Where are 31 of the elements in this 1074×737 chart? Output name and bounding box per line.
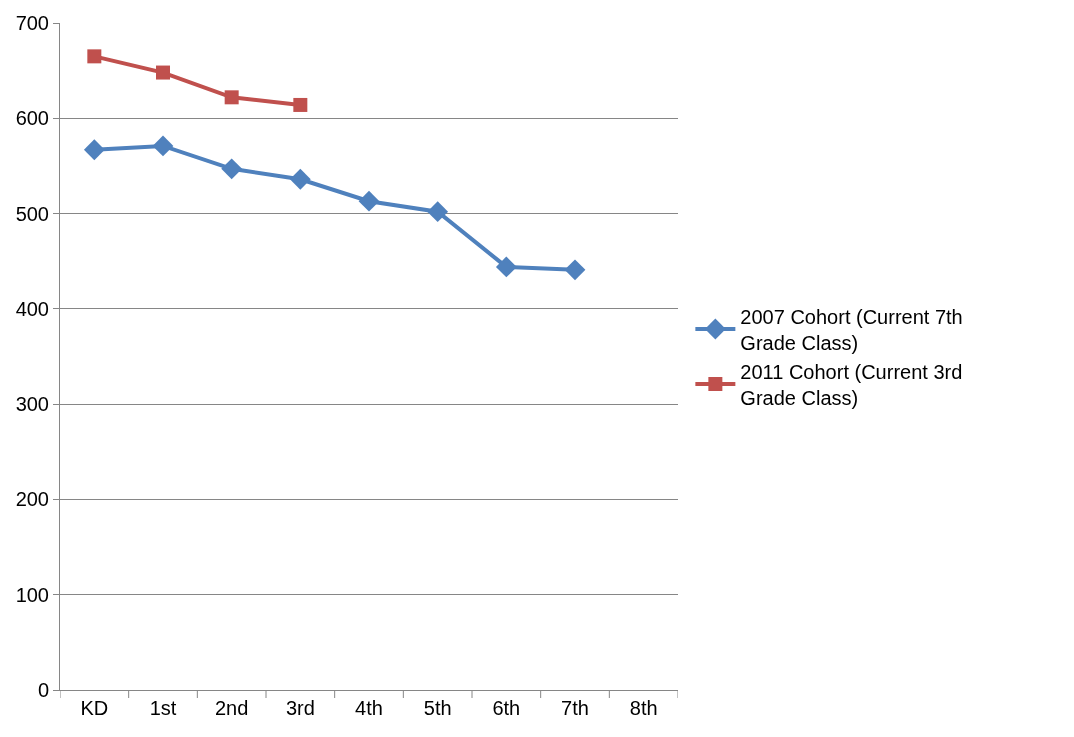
y-tick-label: 200 (15, 488, 49, 511)
point (427, 201, 449, 223)
y-tick-label: 100 (15, 583, 49, 606)
point (358, 190, 380, 212)
point (293, 97, 308, 112)
y-tick-label: 300 (15, 393, 49, 416)
x-tick-label: 8th (629, 697, 658, 719)
y-tick-label: 0 (37, 679, 49, 701)
point (564, 259, 586, 281)
point (221, 158, 243, 180)
x-tick-label: 6th (492, 697, 521, 719)
x-tick-label: KD (80, 697, 109, 719)
point (152, 135, 174, 157)
legend-label: 2011 Cohort (Current 3rd Grade Class) (740, 360, 963, 409)
x-tick-label: 1st (149, 697, 177, 719)
x-tick-label: 4th (355, 697, 383, 719)
legend-label: 2007 Cohort (Current 7th Grade Class) (740, 305, 963, 354)
point (87, 49, 102, 64)
y-tick-label: 600 (15, 107, 49, 130)
x-tick-label: 2nd (214, 697, 249, 719)
x-tick-label: 5th (423, 697, 452, 719)
point (495, 256, 517, 278)
point (83, 139, 105, 161)
x-tick-label: 7th (561, 697, 589, 719)
point (156, 65, 170, 80)
y-tick-label: 400 (15, 297, 49, 320)
y-tick-label: 500 (15, 202, 49, 225)
x-tick-label: 3rd (285, 697, 315, 719)
y-tick-label: 700 (15, 12, 49, 34)
point (289, 168, 311, 190)
point (224, 90, 239, 105)
